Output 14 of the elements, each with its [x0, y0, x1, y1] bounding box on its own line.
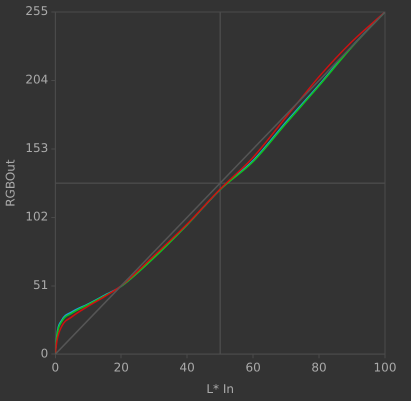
x-tick-label: 0: [51, 360, 60, 375]
x-tick-label: 40: [180, 360, 195, 375]
x-tick-label: 20: [114, 360, 129, 375]
y-tick-label: 153: [25, 141, 48, 156]
x-tick-label: 60: [245, 360, 261, 375]
x-axis-title: L* In: [206, 382, 234, 396]
y-tick-label: 204: [25, 72, 48, 87]
x-tick-label: 80: [311, 360, 327, 375]
x-tick-label: 100: [374, 360, 396, 375]
y-tick-label: 0: [40, 346, 48, 360]
y-axis-title: RGBOut: [3, 159, 18, 207]
y-tick-label: 102: [25, 209, 48, 224]
y-tick-label: 51: [33, 278, 48, 292]
y-tick-label: 255: [25, 4, 48, 18]
